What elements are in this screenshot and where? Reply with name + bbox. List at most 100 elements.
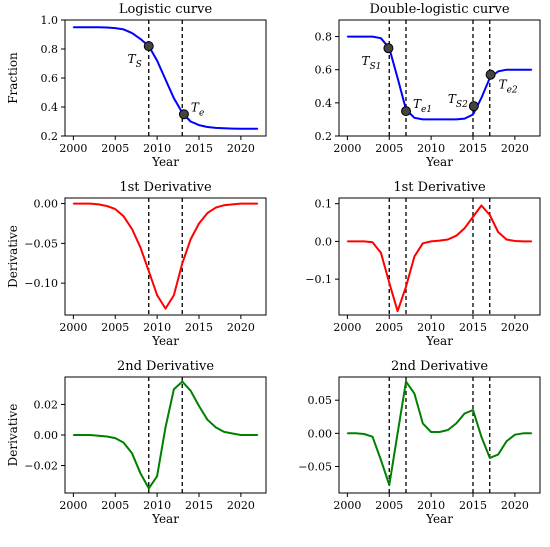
x-tick-label-4: 2020: [501, 142, 529, 155]
data-point-6: [123, 442, 125, 444]
y-tick-label-3: 0.8: [41, 43, 59, 56]
series-line: [347, 380, 532, 486]
data-point-5: [114, 27, 116, 29]
y-tick-label-2: 0.1: [315, 198, 333, 211]
transition-label-main: T: [361, 54, 370, 68]
chart-title: Double-logistic curve: [369, 2, 509, 17]
y-tick-label-0: −0.02: [24, 460, 58, 473]
data-point-4: [380, 37, 382, 39]
x-tick-label-2: 2010: [143, 142, 171, 155]
data-point-12: [447, 118, 449, 121]
data-point-21: [522, 432, 524, 434]
data-point-18: [223, 431, 225, 433]
x-tick-label-2: 2010: [143, 321, 171, 334]
x-tick-label-3: 2015: [459, 499, 487, 512]
transition-marker-1: [401, 106, 411, 117]
x-tick-label-1: 2005: [101, 142, 129, 155]
x-tick-label-4: 2020: [501, 499, 529, 512]
series-line: [73, 202, 258, 310]
transition-label-0: TS1: [361, 54, 381, 72]
data-point-3: [371, 436, 374, 438]
data-point-3: [97, 435, 100, 437]
data-point-4: [380, 459, 382, 461]
data-point-2: [89, 434, 91, 436]
x-tick-label-0: 2000: [59, 499, 87, 512]
x-axis-label: Year: [151, 512, 179, 526]
data-point-13: [455, 235, 457, 237]
data-point-11: [438, 118, 441, 121]
data-point-17: [489, 457, 491, 459]
data-point-2: [89, 202, 91, 205]
data-point-20: [240, 434, 242, 436]
data-point-17: [489, 214, 491, 216]
x-axis-label: Year: [425, 155, 453, 169]
data-point-8: [413, 255, 415, 258]
data-point-18: [497, 231, 499, 233]
data-point-14: [464, 227, 466, 229]
y-tick-label-0: −0.10: [24, 277, 58, 290]
data-point-19: [231, 203, 234, 205]
x-tick-label-4: 2020: [227, 142, 255, 155]
chart-panel-double_logistic_d2: 2nd Derivative 2000 2005 2010 2015 2020 −0.05 0…: [298, 359, 541, 526]
data-point-19: [505, 440, 508, 442]
x-tick-label-0: 2000: [333, 142, 361, 155]
data-point-20: [514, 69, 516, 71]
transition-label-sub: S2: [456, 100, 468, 110]
y-tick-label-1: 0.00: [308, 427, 333, 440]
data-point-20: [240, 128, 242, 130]
x-axis-label: Year: [425, 512, 453, 526]
data-point-18: [497, 70, 499, 72]
y-tick-label-2: 0.6: [41, 72, 59, 85]
data-point-4: [106, 26, 108, 29]
x-tick-label-1: 2005: [375, 499, 403, 512]
data-point-6: [123, 215, 125, 217]
x-tick-label-2: 2010: [417, 499, 445, 512]
data-point-9: [422, 422, 424, 424]
data-point-0: [346, 240, 348, 243]
axes-frame: [338, 19, 541, 137]
data-point-1: [81, 26, 83, 28]
data-point-12: [173, 294, 175, 296]
data-point-5: [388, 484, 390, 486]
chart-panel-logistic_d1: 1st Derivative 2000 2005 2010 2015 2020 −0.10 −…: [6, 180, 267, 348]
x-tick-label-4: 2020: [501, 321, 529, 334]
transition-label-main: T: [499, 78, 508, 92]
data-point-15: [198, 124, 200, 126]
x-tick-label-1: 2005: [375, 142, 403, 155]
data-point-21: [522, 240, 524, 243]
transition-marker-0: [143, 41, 154, 52]
data-point-4: [106, 205, 108, 207]
data-point-11: [164, 78, 167, 81]
data-point-19: [231, 128, 234, 130]
data-point-14: [464, 412, 466, 415]
data-point-7: [405, 286, 407, 288]
transition-label-1: Te1: [413, 97, 432, 115]
data-point-15: [198, 405, 200, 407]
data-point-2: [89, 26, 91, 28]
data-point-18: [497, 453, 499, 456]
y-axis-label: Fraction: [6, 52, 20, 104]
data-point-4: [380, 252, 382, 254]
data-point-6: [123, 28, 125, 31]
data-point-16: [206, 126, 208, 128]
data-point-3: [97, 203, 100, 205]
data-point-19: [505, 69, 508, 71]
data-point-15: [472, 216, 474, 218]
transition-marker-2: [468, 101, 479, 112]
x-tick-label-3: 2015: [185, 499, 213, 512]
data-point-6: [397, 432, 399, 434]
data-point-21: [248, 434, 250, 436]
data-point-1: [81, 202, 83, 205]
data-point-11: [164, 308, 167, 310]
data-point-0: [72, 26, 74, 28]
data-point-13: [181, 380, 183, 383]
data-point-5: [114, 437, 116, 439]
data-point-2: [363, 35, 365, 38]
x-tick-label-2: 2010: [417, 142, 445, 155]
y-tick-label-0: −0.1: [305, 273, 332, 286]
data-point-12: [173, 97, 175, 99]
transition-marker-1: [178, 109, 189, 120]
chart-panel-logistic_d2: 2nd Derivative 2000 2005 2010 2015 2020 −0.02 0…: [6, 359, 267, 526]
transition-label-1: Te: [191, 100, 204, 118]
